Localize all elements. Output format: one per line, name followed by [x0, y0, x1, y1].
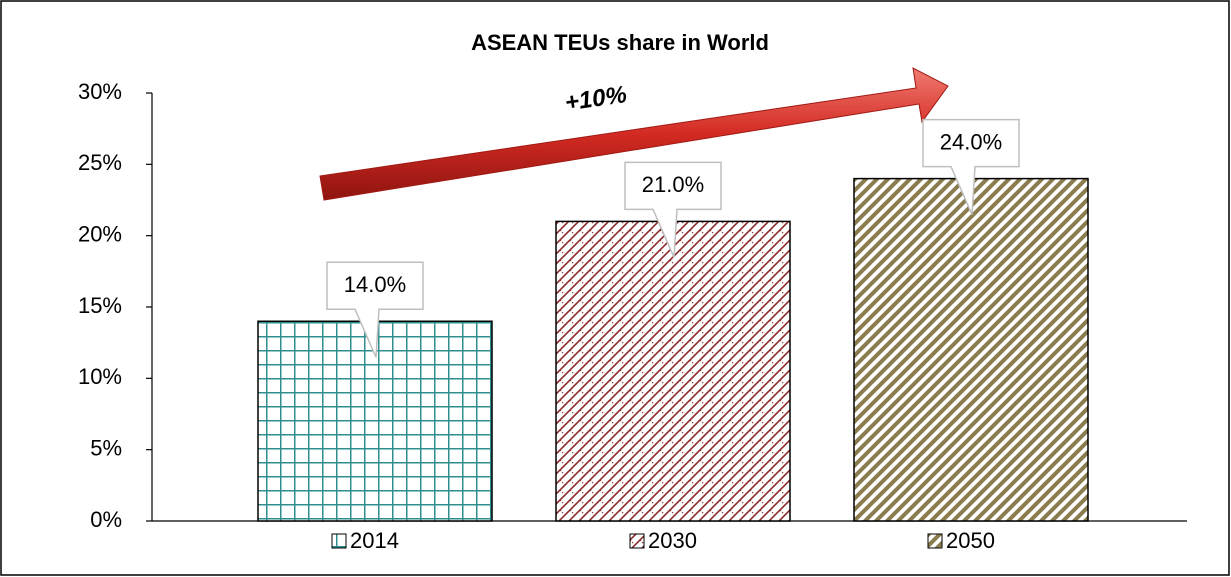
- data-label: 24.0%: [940, 129, 1002, 154]
- y-tick-label: 10%: [78, 364, 122, 389]
- data-label: 14.0%: [344, 272, 406, 297]
- y-tick-label: 20%: [78, 221, 122, 246]
- y-tick-label: 30%: [78, 79, 122, 104]
- y-tick-label: 25%: [78, 150, 122, 175]
- x-tick-label: 2050: [946, 528, 995, 553]
- bar: [555, 220, 791, 522]
- label-callout: [922, 118, 1020, 215]
- data-label: 21.0%: [642, 172, 704, 197]
- y-tick-label: 5%: [90, 435, 122, 460]
- x-tick-label: 2030: [648, 528, 697, 553]
- category-marker: [629, 533, 645, 549]
- bar: [853, 177, 1089, 522]
- y-tick-label: 15%: [78, 293, 122, 318]
- chart-title: ASEAN TEUs share in World: [471, 30, 769, 55]
- label-callout: [326, 261, 424, 358]
- category-marker: [927, 533, 943, 549]
- trend-arrow: [319, 67, 949, 201]
- y-tick-label: 0%: [90, 507, 122, 532]
- category-marker: [331, 533, 347, 549]
- label-callout: [624, 161, 722, 258]
- x-tick-label: 2014: [350, 528, 399, 553]
